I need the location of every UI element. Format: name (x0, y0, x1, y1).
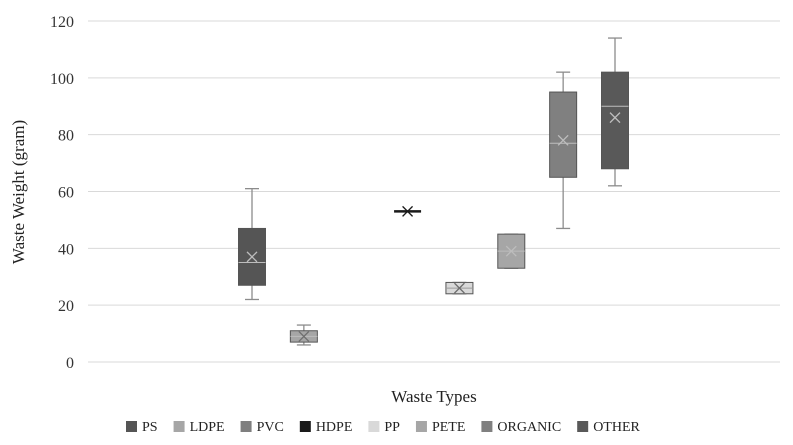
legend: PS LDPE PVC HDPE PP PETE ORGANIC OTHER (126, 420, 641, 435)
mean-marker-hdpe (402, 205, 414, 217)
mean-marker-ps (246, 251, 258, 263)
y-tick-label-40: 40 (58, 241, 74, 258)
legend-label-ps: PS (142, 420, 158, 435)
box-ldpe (289, 324, 318, 346)
y-axis-title: Waste Weight (gram) (9, 120, 28, 264)
legend-label-pvc: PVC (257, 420, 284, 435)
legend-swatch-hdpe (299, 421, 311, 432)
y-axis-ticks: 0 20 40 60 80 100 120 (50, 14, 74, 372)
box-pp (445, 281, 474, 295)
legend-swatch-pp (368, 421, 380, 432)
legend-label-hdpe: HDPE (316, 420, 353, 435)
y-tick-label-20: 20 (58, 298, 74, 315)
legend-label-pete: PETE (432, 420, 465, 435)
gridlines (88, 20, 780, 363)
box-organic (549, 71, 578, 230)
legend-swatch-other (577, 421, 589, 432)
box-hdpe (394, 205, 422, 217)
y-tick-label-60: 60 (58, 185, 74, 202)
legend-label-ldpe: LDPE (190, 420, 225, 435)
box-other (601, 37, 629, 187)
mean-marker-ldpe (298, 330, 310, 342)
y-tick-label-0: 0 (66, 355, 74, 372)
legend-swatch-pete (415, 421, 427, 432)
y-tick-label-120: 120 (50, 14, 74, 31)
y-tick-label-80: 80 (58, 128, 74, 145)
y-tick-label-100: 100 (50, 71, 74, 88)
legend-swatch-ps (126, 421, 137, 432)
legend-swatch-ldpe (173, 421, 185, 432)
legend-label-organic: ORGANIC (497, 420, 561, 435)
legend-swatch-organic (481, 421, 493, 432)
legend-label-other: OTHER (593, 420, 640, 435)
mean-marker-other (609, 112, 621, 124)
mean-marker-pete (505, 245, 517, 257)
box-series (238, 37, 629, 346)
legend-label-pp: PP (384, 420, 400, 435)
box-body-organic (549, 91, 578, 178)
box-body-other (601, 71, 629, 170)
legend-swatch-pvc (240, 421, 252, 432)
x-axis-title: Waste Types (391, 387, 476, 406)
box-pete (497, 233, 526, 269)
mean-marker-pp (453, 282, 465, 294)
box-ps (238, 188, 266, 301)
mean-marker-organic (557, 134, 569, 146)
